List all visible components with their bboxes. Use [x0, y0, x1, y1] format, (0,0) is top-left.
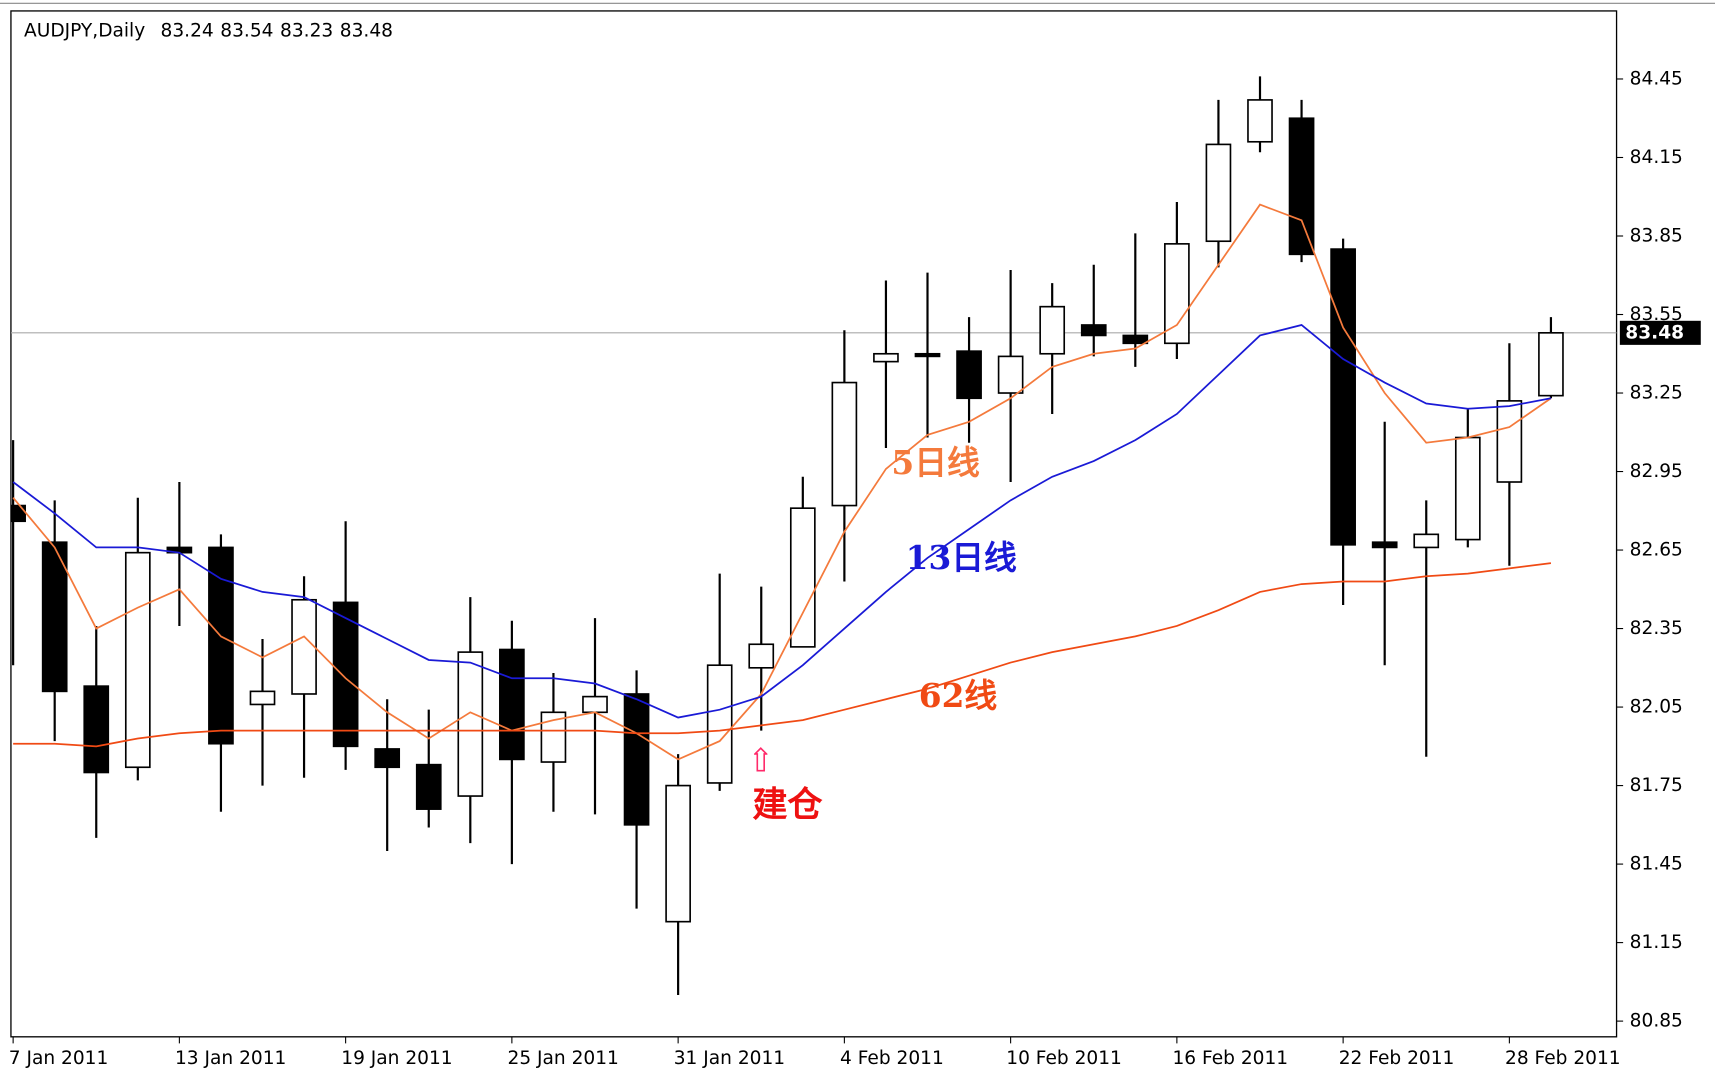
annotation: ⇧: [747, 740, 774, 779]
candle-body: [956, 350, 982, 400]
x-tick-label: 13 Jan 2011: [175, 1048, 286, 1069]
candle-body: [914, 352, 941, 358]
plot-area: [10, 76, 1617, 995]
x-tick-label: 28 Feb 2011: [1505, 1048, 1621, 1069]
x-tick-label: 16 Feb 2011: [1172, 1048, 1288, 1069]
candle-body: [706, 664, 733, 784]
y-tick-label: 83.25: [1630, 383, 1683, 404]
chart-header: AUDJPY,Daily 83.24 83.54 83.23 83.48: [24, 20, 393, 41]
y-tick-label: 80.85: [1630, 1011, 1683, 1032]
y-tick-label: 84.15: [1630, 147, 1683, 168]
current-price-label: 83.48: [1625, 322, 1684, 343]
candle-body: [124, 551, 151, 769]
candle-body: [332, 601, 359, 748]
x-tick-label: 10 Feb 2011: [1006, 1048, 1122, 1069]
candle-body: [623, 693, 650, 826]
y-tick-label: 81.15: [1630, 932, 1683, 953]
y-tick-label: 82.65: [1630, 540, 1683, 561]
candle-body: [997, 355, 1024, 394]
candle-body: [374, 748, 401, 769]
candle-body: [665, 784, 691, 923]
plot-frame: [10, 10, 1618, 1038]
x-tick-label: 31 Jan 2011: [674, 1048, 785, 1069]
y-tick-label: 82.05: [1630, 697, 1683, 718]
candle-body: [831, 381, 858, 507]
ohlc-low: 83.23: [280, 20, 333, 41]
moving-average-line: [12, 203, 1552, 761]
candle-body: [1371, 541, 1398, 549]
x-tick-label: 22 Feb 2011: [1339, 1048, 1455, 1069]
candle-body: [1164, 243, 1190, 345]
candle-body: [1413, 533, 1440, 549]
candle-body: [789, 507, 816, 648]
current-price-box: [1619, 320, 1701, 345]
y-tick-label: 81.45: [1630, 854, 1683, 875]
series-annotation: 5日线: [891, 443, 980, 482]
candle-body: [1330, 248, 1356, 546]
y-tick-label: 83.55: [1630, 304, 1683, 325]
candle-body: [415, 763, 442, 810]
y-tick-label: 81.75: [1630, 775, 1683, 796]
y-tick-label: 82.95: [1630, 461, 1683, 482]
series-annotation: 13日线: [906, 538, 1017, 577]
y-tick-label: 82.35: [1630, 618, 1683, 639]
candle-body: [748, 643, 775, 669]
candle-body: [1039, 305, 1066, 355]
candle-body: [1496, 400, 1523, 483]
ohlc-high: 83.54: [220, 20, 273, 41]
annotation: 建仓: [753, 785, 824, 826]
candle-body: [291, 598, 317, 695]
candle-body: [457, 651, 484, 797]
candle-body: [1538, 332, 1564, 397]
candle-body: [1454, 436, 1481, 541]
candle-body: [1205, 143, 1232, 243]
symbol: AUDJPY,Daily: [24, 20, 145, 41]
x-tick-label: 7 Jan 2011: [9, 1048, 109, 1069]
y-tick-label: 84.45: [1630, 68, 1683, 89]
candle-body: [1288, 117, 1315, 256]
candle-body: [1080, 324, 1107, 337]
candle-body: [1247, 99, 1273, 143]
candle-body: [1122, 334, 1149, 345]
moving-average-line: [13, 562, 1552, 748]
candle-body: [249, 690, 276, 706]
x-tick-label: 4 Feb 2011: [840, 1048, 944, 1069]
candle-body: [41, 541, 68, 693]
moving-average-line: [12, 324, 1552, 719]
candle-body: [873, 352, 899, 363]
x-tick-label: 19 Jan 2011: [341, 1048, 452, 1069]
candle-body: [83, 685, 110, 774]
ohlc-close: 83.48: [340, 20, 393, 41]
y-tick-label: 83.85: [1630, 226, 1683, 247]
series-annotation: 62线: [919, 676, 998, 715]
ohlc-open: 83.24: [161, 20, 214, 41]
candle-body: [208, 546, 234, 745]
x-tick-label: 25 Jan 2011: [508, 1048, 619, 1069]
candle-body: [582, 695, 608, 714]
candle-body: [499, 648, 525, 761]
